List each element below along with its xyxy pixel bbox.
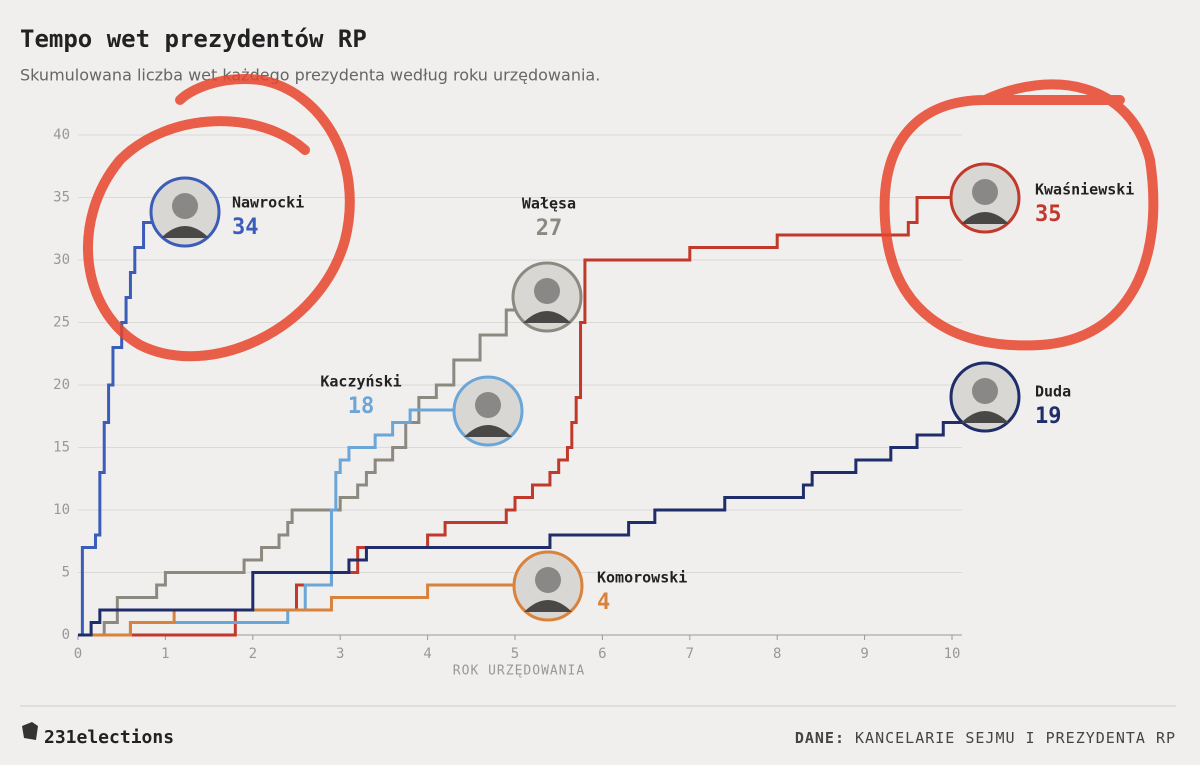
brand: 231elections xyxy=(44,727,174,748)
source-text: KANCELARIE SEJMU I PREZYDENTA RP xyxy=(855,729,1176,747)
photo-body xyxy=(523,311,571,323)
photo-head xyxy=(972,378,998,404)
source-label: DANE: xyxy=(795,729,845,747)
y-tick-label: 40 xyxy=(53,127,70,143)
photo-head xyxy=(535,567,561,593)
series-name: Nawrocki xyxy=(232,194,304,212)
x-tick-label: 1 xyxy=(161,646,169,662)
x-tick-label: 7 xyxy=(686,646,694,662)
photo-body xyxy=(524,600,572,612)
photo-body xyxy=(464,425,512,437)
photo-body xyxy=(961,212,1009,224)
y-tick-label: 10 xyxy=(53,502,70,518)
x-axis-label: ROK URZĘDOWANIA xyxy=(453,664,585,679)
y-tick-label: 5 xyxy=(62,565,70,581)
x-tick-label: 8 xyxy=(773,646,781,662)
step-line xyxy=(78,297,526,637)
y-tick-label: 25 xyxy=(53,315,70,331)
photo-head xyxy=(972,179,998,205)
x-tick-label: 3 xyxy=(336,646,344,662)
photo-head xyxy=(475,392,501,418)
photo-head xyxy=(534,278,560,304)
x-tick-label: 10 xyxy=(944,646,961,662)
logo-icon xyxy=(22,722,38,740)
series-end-value: 27 xyxy=(536,216,563,241)
highlight-circle xyxy=(879,79,1159,351)
x-tick-label: 0 xyxy=(74,646,82,662)
source: DANE: KANCELARIE SEJMU I PREZYDENTA RP xyxy=(795,729,1176,747)
y-tick-label: 0 xyxy=(62,627,70,643)
highlight-circle xyxy=(82,74,355,362)
y-tick-label: 20 xyxy=(53,377,70,393)
y-tick-label: 30 xyxy=(53,252,70,268)
step-line xyxy=(78,408,472,637)
x-tick-label: 6 xyxy=(598,646,606,662)
series-name: Kaczyński xyxy=(320,373,401,391)
series-name: Wałęsa xyxy=(522,195,576,213)
series-end-value: 35 xyxy=(1035,202,1062,227)
step-line xyxy=(78,210,154,637)
series-name: Duda xyxy=(1035,383,1071,401)
step-line xyxy=(78,196,952,637)
series-end-value: 34 xyxy=(232,215,259,240)
photo-body xyxy=(161,226,209,238)
x-tick-label: 9 xyxy=(860,646,868,662)
x-tick-label: 2 xyxy=(249,646,257,662)
series-name: Komorowski xyxy=(597,569,687,587)
series-end-value: 18 xyxy=(348,394,375,419)
series-name: Kwaśniewski xyxy=(1035,181,1134,199)
photo-head xyxy=(172,193,198,219)
y-tick-label: 15 xyxy=(53,440,70,456)
chart-title: Tempo wet prezydentów RP xyxy=(20,25,367,53)
photo-body xyxy=(961,411,1009,423)
step-line xyxy=(78,397,971,637)
series-end-value: 4 xyxy=(597,590,610,615)
x-tick-label: 4 xyxy=(423,646,431,662)
y-tick-label: 35 xyxy=(53,190,70,206)
chart-subtitle: Skumulowana liczba wet każdego prezydent… xyxy=(20,66,600,85)
x-tick-label: 5 xyxy=(511,646,519,662)
series-end-value: 19 xyxy=(1035,404,1062,429)
